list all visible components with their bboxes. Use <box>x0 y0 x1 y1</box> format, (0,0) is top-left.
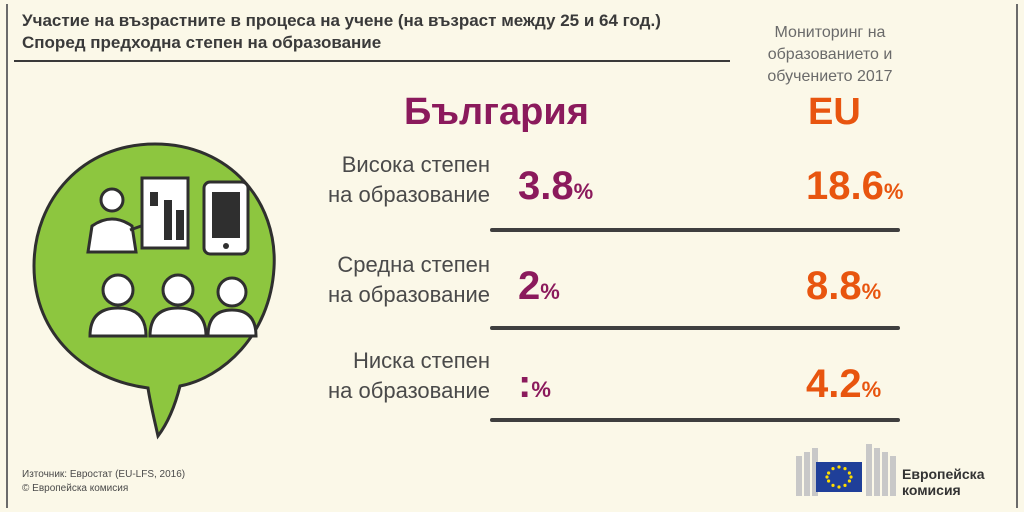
percent-sign: % <box>883 179 904 204</box>
row-medium-country-number: 2 <box>518 264 541 308</box>
title-underline <box>14 60 730 62</box>
row-low-label: Ниска степен на образование <box>290 346 490 406</box>
row-separator <box>490 326 900 330</box>
percent-sign: % <box>540 279 560 304</box>
title-line-2: Според предходна степен на образование <box>22 33 382 52</box>
row-low-eu-value: 4.2% <box>806 362 881 412</box>
monitor-line-2: образованието и <box>767 46 893 63</box>
commission-name: Европейска комисия <box>902 466 984 498</box>
monitor-line-3: обучението 2017 <box>767 68 893 85</box>
eu-flag-stars <box>825 465 853 489</box>
percent-sign: % <box>861 377 882 402</box>
percent-sign: % <box>861 279 882 304</box>
eu-column-heading: EU <box>808 91 861 133</box>
row-medium-label-line-1: Средна степен <box>337 252 490 277</box>
row-separator <box>490 418 900 422</box>
title-line-1: Участие на възрастните в процеса на учен… <box>22 11 661 30</box>
source-note: Източник: Евростат (EU-LFS, 2016) © Евро… <box>22 468 185 496</box>
commission-name-line-1: Европейска <box>902 466 985 482</box>
row-medium-label: Средна степен на образование <box>290 250 490 310</box>
students-icon <box>88 273 258 338</box>
row-medium-eu-value: 8.8% <box>806 264 881 314</box>
row-medium-eu-number: 8.8 <box>806 264 862 308</box>
teacher-icon <box>86 187 159 254</box>
commission-building-icon <box>796 444 896 496</box>
page-frame <box>6 4 1018 508</box>
row-low-country-value: :% <box>518 362 551 412</box>
row-high-eu-value: 18.6% <box>806 164 903 214</box>
percent-sign: % <box>573 179 594 204</box>
row-low-label-line-2: на образование <box>328 378 490 403</box>
infographic-title: Участие на възрастните в процеса на учен… <box>22 10 661 54</box>
commission-name-line-2: комисия <box>902 482 961 498</box>
source-line: Източник: Евростат (EU-LFS, 2016) <box>22 469 186 480</box>
board-icon <box>140 176 190 250</box>
row-separator <box>490 228 900 232</box>
tablet-icon <box>202 180 250 256</box>
row-high-eu-number: 18.6 <box>806 164 884 208</box>
classroom-bubble-illustration <box>32 142 276 440</box>
row-high-label-line-2: на образование <box>328 182 490 207</box>
european-commission-logo: Европейска комисия <box>796 434 996 498</box>
row-medium-country-value: 2% <box>518 264 560 314</box>
row-medium-label-line-2: на образование <box>328 282 490 307</box>
row-high-label: Висока степен на образование <box>290 150 490 210</box>
copyright-line: © Европейска комисия <box>22 483 129 494</box>
row-high-country-number: 3.8 <box>518 164 574 208</box>
row-high-label-line-1: Висока степен <box>341 152 490 177</box>
monitor-line-1: Мониторинг на <box>774 24 886 41</box>
percent-sign: % <box>531 377 551 402</box>
monitor-caption: Мониторинг на образованието и обучението… <box>750 22 910 88</box>
country-column-heading: България <box>404 91 589 133</box>
row-low-label-line-1: Ниска степен <box>353 348 490 373</box>
row-low-country-number: : <box>518 362 532 406</box>
row-low-eu-number: 4.2 <box>806 362 862 406</box>
row-high-country-value: 3.8% <box>518 164 593 214</box>
